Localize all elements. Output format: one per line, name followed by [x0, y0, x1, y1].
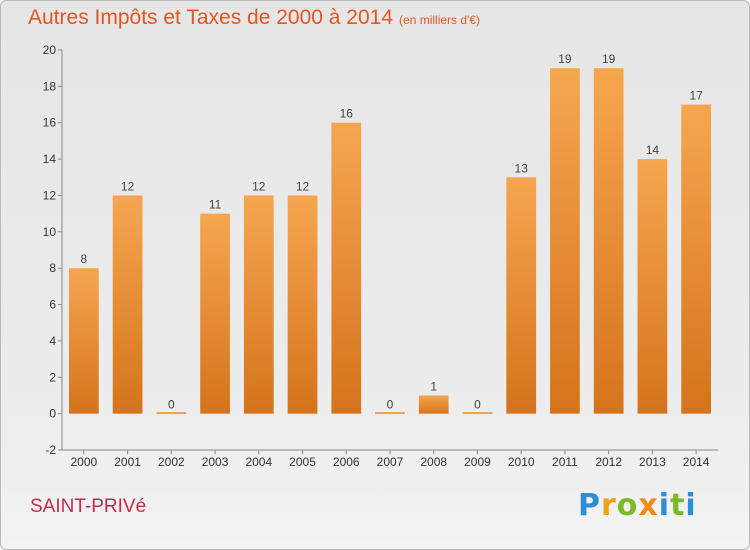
- bar: [418, 395, 449, 414]
- x-tick-label: 2001: [114, 455, 141, 469]
- y-tick-label: 14: [43, 152, 57, 166]
- bar: [375, 412, 405, 414]
- x-tick-label: 2003: [202, 455, 229, 469]
- y-tick-label: 18: [43, 79, 57, 93]
- x-tick-label: 2006: [333, 455, 360, 469]
- bar: [550, 68, 580, 414]
- logo-letter: x: [638, 488, 659, 523]
- bar: [637, 159, 668, 414]
- x-tick-label: 2009: [464, 455, 491, 469]
- x-tick-label: 2014: [683, 455, 710, 469]
- bar-value-label: 11: [209, 198, 222, 212]
- x-tick-label: 2000: [71, 455, 98, 469]
- bar-value-label: 0: [387, 398, 394, 412]
- bar: [200, 213, 230, 414]
- bar-value-label: 8: [81, 252, 88, 266]
- x-tick-label: 2012: [595, 455, 622, 469]
- bar-value-label: 19: [558, 52, 572, 66]
- bar: [506, 177, 537, 414]
- y-tick-label: 6: [49, 298, 56, 312]
- y-tick-label: 20: [43, 43, 57, 57]
- bar: [112, 195, 143, 414]
- bar-value-label: 14: [646, 143, 660, 157]
- bar-value-label: 1: [430, 379, 437, 393]
- commune-name: SAINT-PRIVé: [30, 496, 147, 517]
- bar-value-label: 0: [474, 398, 481, 412]
- bar-value-label: 12: [296, 179, 310, 193]
- y-tick-label: 12: [43, 188, 57, 202]
- chart-unit: (en milliers d'€): [399, 13, 481, 27]
- bar: [243, 195, 274, 414]
- bar: [681, 104, 712, 414]
- y-tick-label: 16: [43, 116, 57, 130]
- bar: [156, 412, 187, 414]
- y-tick-label: 0: [49, 407, 56, 421]
- logo-letter: i: [658, 488, 671, 523]
- y-tick-label: -2: [45, 443, 56, 457]
- logo-letter: r: [601, 488, 617, 523]
- bar: [68, 268, 99, 414]
- bar: [331, 122, 362, 414]
- bar-value-label: 12: [252, 179, 266, 193]
- logo-letter: o: [616, 488, 639, 523]
- x-tick-label: 2002: [158, 455, 185, 469]
- y-tick-label: 10: [43, 225, 57, 239]
- y-tick-label: 8: [49, 261, 56, 275]
- bar-value-label: 0: [168, 398, 175, 412]
- x-tick-label: 2004: [245, 455, 272, 469]
- bar: [593, 68, 624, 414]
- logo-letter: t: [670, 488, 686, 523]
- chart-title-text: Autres Impôts et Taxes de 2000 à 2014: [28, 6, 394, 29]
- y-tick-label: 2: [49, 370, 56, 384]
- x-tick-label: 2008: [420, 455, 447, 469]
- x-tick-label: 2010: [508, 455, 535, 469]
- bar-value-label: 19: [602, 52, 616, 66]
- bar-value-label: 17: [689, 89, 703, 103]
- logo-letter: P: [578, 488, 601, 523]
- bar-value-label: 16: [340, 107, 354, 121]
- proxiti-logo: Proxiti: [578, 488, 697, 523]
- x-tick-label: 2005: [289, 455, 316, 469]
- x-tick-label: 2007: [377, 455, 404, 469]
- chart-title: Autres Impôts et Taxes de 2000 à 2014 (en…: [28, 6, 480, 30]
- bar: [462, 412, 493, 414]
- logo-letter: i: [685, 488, 697, 523]
- x-tick-label: 2011: [552, 455, 578, 469]
- x-tick-label: 2013: [639, 455, 666, 469]
- bar-value-label: 13: [515, 161, 529, 175]
- bar: [287, 195, 318, 414]
- y-tick-label: 4: [49, 334, 56, 348]
- bar-value-label: 12: [121, 179, 135, 193]
